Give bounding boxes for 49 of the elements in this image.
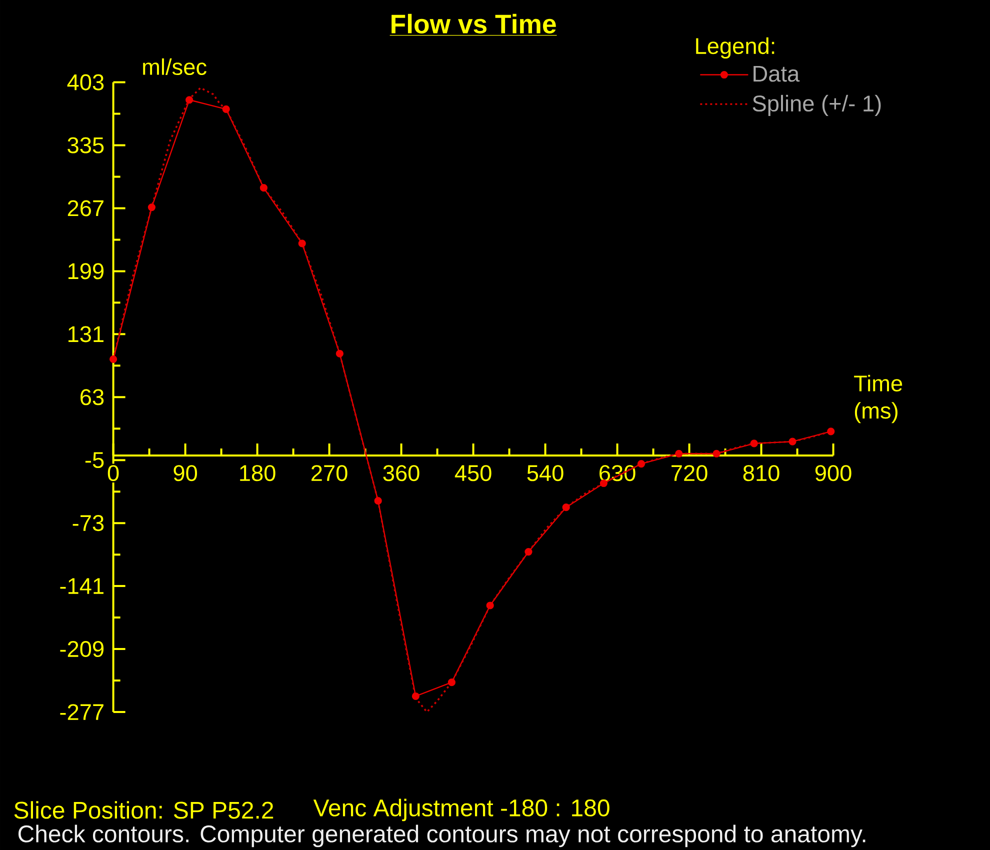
text: Check contours. Computer generated contours may not correspond to anatomy. bbox=[18, 824, 866, 848]
y-tick-label: 403 bbox=[67, 74, 104, 90]
point bbox=[298, 240, 306, 248]
point bbox=[110, 355, 118, 363]
x-tick-label: 450 bbox=[454, 465, 492, 482]
x-tick-label: 90 bbox=[174, 465, 198, 482]
y-tick-label: -73 bbox=[72, 515, 104, 532]
x-tick-label: 270 bbox=[312, 465, 348, 482]
x-tick-label: 360 bbox=[383, 465, 420, 482]
point bbox=[788, 438, 796, 446]
point bbox=[148, 204, 156, 212]
y-tick-label: -277 bbox=[60, 704, 104, 720]
x-axis-title: Time (ms) bbox=[854, 374, 902, 424]
text: Slice Position: SP P52.2 bbox=[14, 801, 274, 819]
legend-label: Spline (+/- 1) bbox=[752, 94, 881, 116]
point bbox=[336, 350, 344, 358]
x-tick-label: 0 bbox=[108, 465, 119, 482]
x-tick-label: 180 bbox=[240, 465, 276, 482]
y-tick-label: 199 bbox=[68, 263, 104, 280]
chart-title: Flow vs Time bbox=[392, 14, 556, 34]
x-tick-label: 810 bbox=[743, 465, 780, 482]
y-tick-label: -141 bbox=[60, 578, 104, 594]
point bbox=[486, 602, 494, 610]
point bbox=[222, 105, 230, 113]
legend-label: Data bbox=[754, 66, 800, 82]
point bbox=[827, 428, 835, 436]
x-tick-label: 720 bbox=[672, 465, 708, 482]
x-tick-label: 900 bbox=[815, 465, 852, 482]
y-axis-title: ml/sec bbox=[143, 58, 206, 76]
point bbox=[260, 184, 268, 192]
point bbox=[412, 692, 420, 700]
legend-title: Legend: bbox=[696, 37, 774, 59]
point bbox=[374, 497, 382, 505]
y-tick-label: -209 bbox=[60, 640, 104, 658]
y-tick-label: 335 bbox=[68, 137, 104, 154]
point bbox=[637, 460, 646, 468]
point bbox=[750, 440, 758, 448]
x-tick-label: 540 bbox=[527, 465, 564, 482]
y-tick-label: 267 bbox=[68, 200, 104, 216]
text: Venc Adjustment -180 : 180 bbox=[313, 798, 610, 822]
point bbox=[186, 96, 194, 104]
point bbox=[562, 504, 570, 512]
point bbox=[448, 678, 456, 686]
y-tick-label: 63 bbox=[80, 389, 104, 406]
y-tick-label: 131 bbox=[68, 326, 104, 342]
point bbox=[524, 548, 532, 556]
point bbox=[675, 450, 683, 458]
point bbox=[712, 450, 720, 458]
y-tick-label: -5 bbox=[85, 452, 104, 468]
